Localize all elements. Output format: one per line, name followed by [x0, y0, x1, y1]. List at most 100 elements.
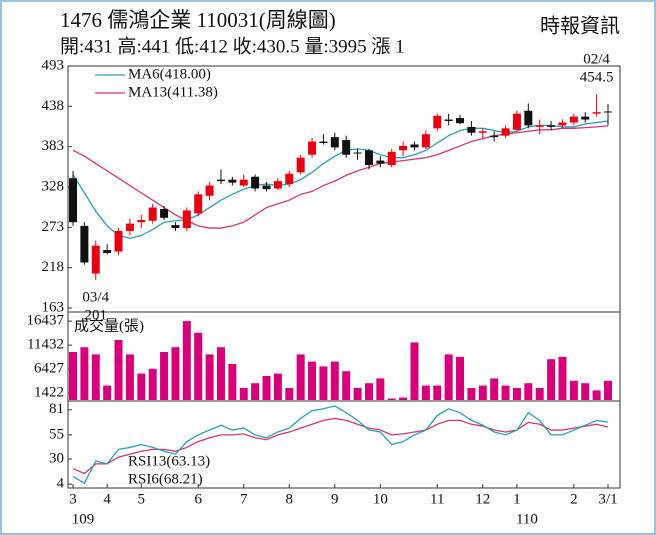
- y-tick-label: 30: [49, 450, 64, 466]
- candle-body: [194, 194, 203, 214]
- bar: [569, 380, 578, 400]
- candle-body: [364, 150, 373, 165]
- x-tick-label: 3: [69, 491, 77, 507]
- candle-body: [535, 125, 544, 127]
- candle-body: [512, 113, 521, 130]
- bar: [342, 371, 351, 400]
- candle-body: [228, 179, 237, 183]
- bar: [592, 390, 601, 400]
- x-tick-label: 11: [430, 491, 444, 507]
- bar: [103, 385, 112, 400]
- legend-label: RSI13(63.13): [128, 453, 210, 469]
- x-tick-label: 12: [475, 491, 490, 507]
- candle-body: [604, 111, 612, 113]
- candle-body: [547, 125, 556, 127]
- bar: [547, 359, 556, 400]
- y-tick-label: 81: [49, 401, 64, 417]
- chart-title: 1476 儒鴻企業 110031(周線圖): [60, 8, 336, 32]
- bar: [239, 388, 248, 400]
- bar: [353, 388, 362, 400]
- candle-body: [285, 173, 294, 185]
- candle-body: [467, 126, 476, 133]
- candle-body: [182, 210, 191, 229]
- legend-label: MA6(418.00): [128, 66, 211, 82]
- candle-body: [273, 181, 282, 189]
- candle-body: [319, 141, 328, 143]
- x-tick-label: 6: [194, 491, 202, 507]
- bar: [535, 388, 544, 400]
- candle-body: [490, 135, 499, 138]
- bar: [273, 373, 282, 400]
- y-tick-label: 55: [49, 426, 64, 442]
- x-tick-label: 9: [331, 491, 339, 507]
- x-tick-label: 4: [103, 491, 111, 507]
- y-tick-label: 218: [42, 259, 65, 275]
- bar: [91, 354, 100, 400]
- candle-body: [171, 225, 180, 229]
- candle-body: [216, 179, 225, 182]
- x-tick-label: 5: [138, 491, 146, 507]
- bar: [262, 376, 271, 400]
- bar: [308, 361, 317, 400]
- candle-body: [581, 116, 590, 120]
- line: [72, 120, 609, 240]
- candle-body: [91, 245, 100, 274]
- x-tick-label: 7: [240, 491, 248, 507]
- legend-label: RSI6(68.21): [128, 471, 203, 487]
- candle-body: [80, 225, 89, 263]
- candle-body: [558, 122, 567, 126]
- candle-body: [125, 223, 134, 231]
- bar: [478, 385, 487, 400]
- candle-body: [569, 116, 578, 123]
- y-tick-label: 1422: [34, 385, 64, 401]
- bar: [512, 388, 521, 400]
- bar: [558, 356, 567, 400]
- legend-label: MA13(411.38): [128, 84, 218, 100]
- y-tick-label: 383: [42, 138, 65, 154]
- annotation: 02/4: [583, 52, 610, 68]
- candle-body: [148, 207, 157, 221]
- candle-body: [421, 134, 430, 148]
- x-tick-label: 2: [570, 491, 578, 507]
- bar: [319, 366, 328, 400]
- x-tick-label: 3/1: [598, 491, 617, 507]
- candle-body: [433, 115, 442, 129]
- y-tick-label: 6427: [34, 361, 65, 377]
- candle-body: [478, 131, 487, 133]
- y-tick-label: 273: [42, 219, 65, 235]
- bar: [205, 354, 214, 400]
- candle-body: [205, 185, 214, 196]
- line: [72, 417, 609, 475]
- bar: [194, 332, 203, 400]
- candle-body: [296, 157, 305, 173]
- candle-body: [114, 231, 123, 252]
- candle-body: [353, 152, 362, 154]
- candle-body: [592, 112, 601, 114]
- bar: [444, 354, 453, 400]
- x-tick-label: 1: [513, 491, 521, 507]
- candle-body: [262, 185, 271, 190]
- bar: [410, 342, 419, 400]
- candle-body: [387, 151, 396, 165]
- bar: [467, 388, 476, 400]
- bar: [125, 354, 134, 400]
- y-tick-label: 4: [57, 476, 65, 492]
- bar: [160, 352, 169, 400]
- bar: [364, 383, 373, 400]
- bar: [171, 347, 180, 400]
- bar: [387, 398, 396, 400]
- bar: [137, 373, 146, 400]
- plot-frame: [67, 65, 621, 489]
- candle-body: [342, 140, 351, 155]
- candle-body: [410, 144, 419, 148]
- candle-body: [103, 250, 112, 253]
- bar: [182, 321, 191, 400]
- candle-body: [160, 209, 169, 218]
- bar: [80, 347, 89, 400]
- bar: [114, 340, 123, 400]
- candle-body: [376, 160, 385, 164]
- annotation: 454.5: [580, 70, 614, 86]
- candle-body: [456, 118, 465, 124]
